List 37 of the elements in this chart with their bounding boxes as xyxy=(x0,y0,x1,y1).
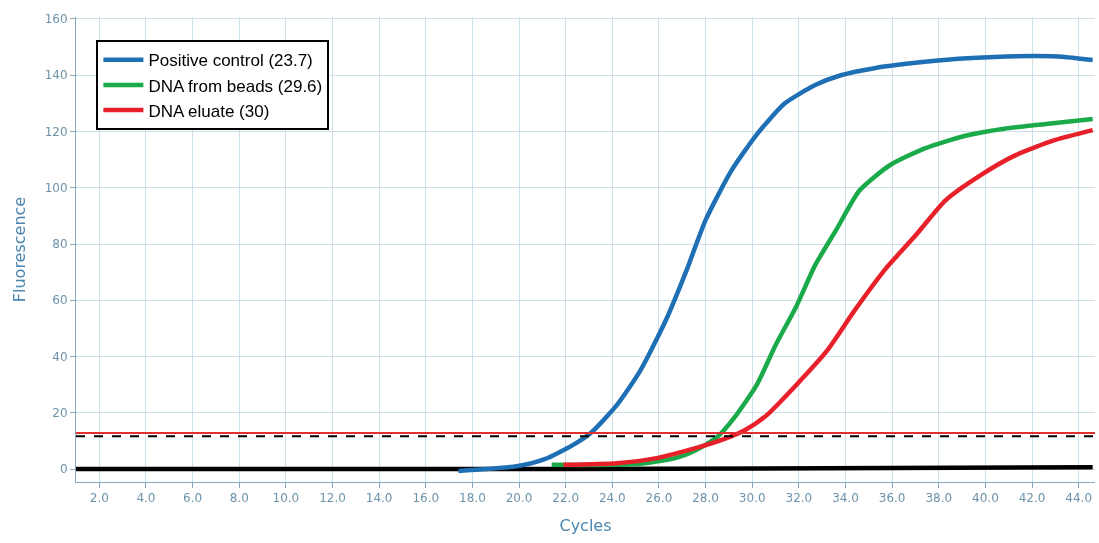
y-axis-title: Fluorescence xyxy=(9,196,29,303)
x-tick-label: 42.0 xyxy=(1018,491,1046,506)
y-tick-label: 160 xyxy=(44,12,68,27)
x-tick-label: 32.0 xyxy=(785,491,813,506)
x-axis-title: Cycles xyxy=(559,516,612,536)
x-tick-label: 44.0 xyxy=(1065,491,1093,506)
y-tick-label: 120 xyxy=(44,124,68,139)
y-tick-label: 20 xyxy=(52,406,68,420)
x-tick-label: 4.0 xyxy=(136,491,156,506)
x-tick-label: 28.0 xyxy=(692,491,719,506)
x-tick-label: 14.0 xyxy=(365,491,393,506)
x-tick-label: 24.0 xyxy=(598,491,626,506)
y-tick-label: 0 xyxy=(59,462,68,477)
x-tick-label: 34.0 xyxy=(832,491,859,506)
y-tick-label: 60 xyxy=(52,293,68,308)
legend-label: DNA from beads (29.6) xyxy=(148,76,323,96)
x-tick-label: 16.0 xyxy=(412,491,440,506)
x-tick-label: 18.0 xyxy=(459,491,486,506)
x-tick-label: 20.0 xyxy=(505,491,533,506)
legend-label: Positive control (23.7) xyxy=(148,51,313,71)
x-tick-label: 26.0 xyxy=(645,491,673,506)
x-tick-label: 12.0 xyxy=(319,491,346,506)
x-tick-label: 38.0 xyxy=(925,491,953,506)
x-tick-label: 8.0 xyxy=(229,491,249,506)
x-tick-label: 10.0 xyxy=(272,491,300,506)
y-tick-label: 140 xyxy=(44,68,68,83)
line-series xyxy=(456,53,1095,474)
x-tick-label: 22.0 xyxy=(552,491,580,506)
legend-label: DNA eluate (30) xyxy=(148,101,270,121)
x-tick-label: 36.0 xyxy=(878,491,906,506)
x-tick-label: 6.0 xyxy=(183,491,203,506)
y-tick-label: 40 xyxy=(52,349,68,364)
y-tick-label: 80 xyxy=(52,237,68,252)
y-tick-label: 100 xyxy=(44,180,68,195)
x-tick-label: 40.0 xyxy=(972,491,999,506)
x-tick-label: 30.0 xyxy=(738,491,766,506)
x-tick-label: 2.0 xyxy=(89,491,109,506)
